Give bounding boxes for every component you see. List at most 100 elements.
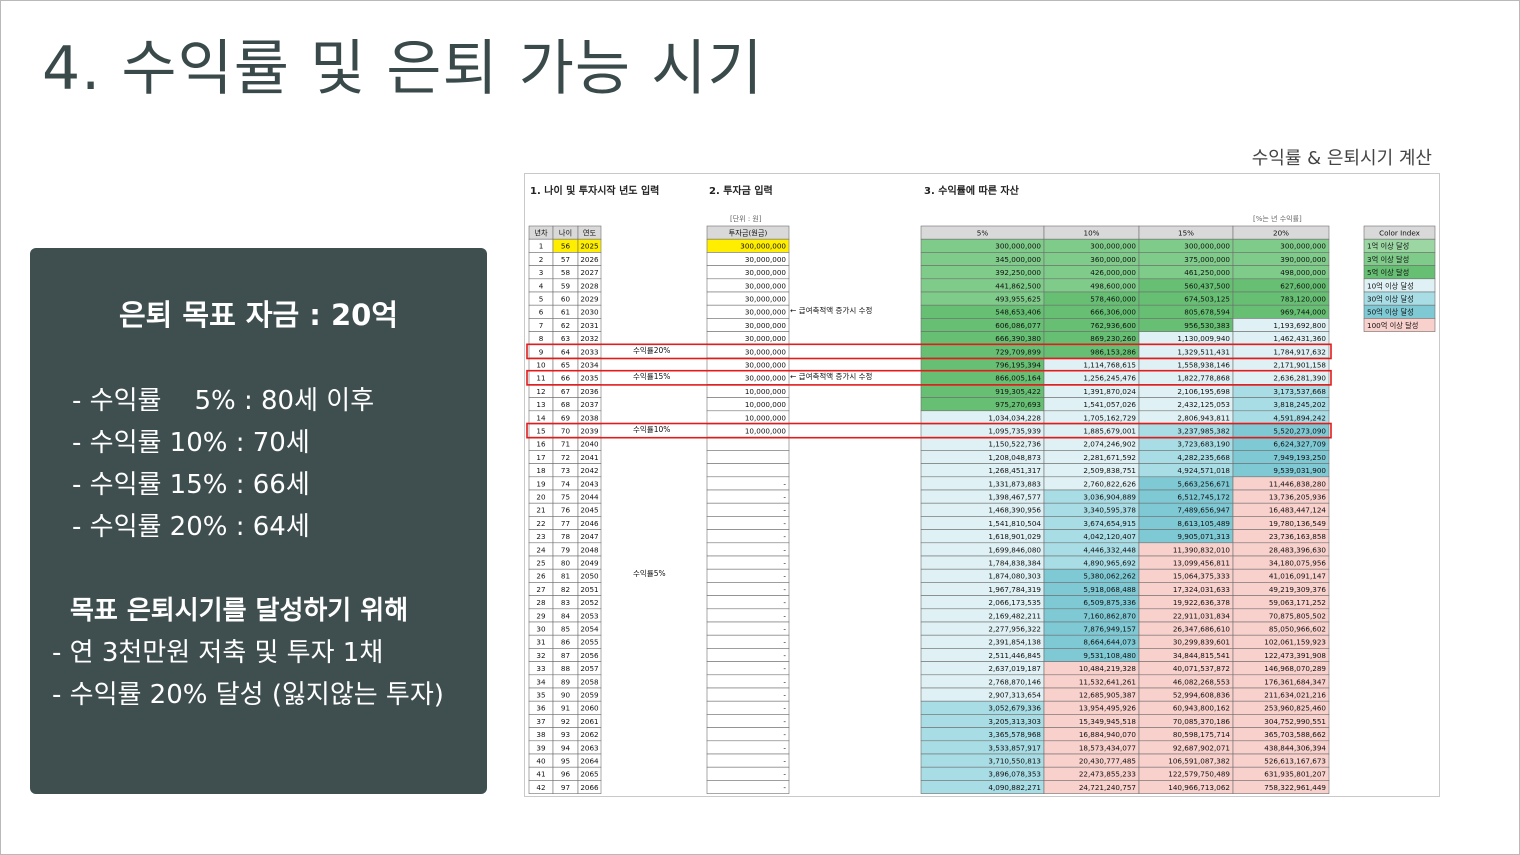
asset-text: 1,885,679,001 [1083,427,1136,436]
asset-text: 13,099,456,811 [1173,559,1230,568]
data-text: 2054 [580,625,599,634]
asset-text: 13,736,205,936 [1269,493,1327,502]
asset-text: 1,193,692,800 [1273,321,1326,330]
invest-cell [706,595,790,610]
invest-text: - [783,572,786,581]
asset-text: 438,844,306,394 [1264,743,1326,752]
data-text: 2036 [580,387,599,396]
invest-text: 30,000,000 [745,281,787,290]
asset-text: 41,016,091,147 [1269,572,1326,581]
data-text: 42 [536,783,545,792]
invest-text: - [783,783,786,792]
data-text: 63 [561,334,570,343]
asset-text: 526,613,167,673 [1264,757,1326,766]
asset-text: 3,340,595,378 [1083,506,1136,515]
asset-text: 140,966,713,062 [1168,783,1230,792]
invest-cell [706,555,790,570]
asset-text: 666,306,000 [1090,308,1136,317]
invest-text: - [783,611,786,620]
asset-text: 2,768,870,146 [988,677,1041,686]
data-text: 2 [539,255,544,264]
return-item: - 수익률 5% : 80세 이후 [72,386,375,416]
asset-text: 1,130,009,940 [1177,334,1230,343]
asset-text: 3,723,683,190 [1177,440,1230,449]
asset-text: 627,600,000 [1280,281,1326,290]
data-text: 13 [536,400,545,409]
data-text: 29 [536,611,546,620]
asset-text: 1,391,870,024 [1083,387,1136,396]
asset-text: 1,541,057,026 [1083,400,1136,409]
asset-text: 461,250,000 [1184,268,1230,277]
data-text: 2058 [580,677,599,686]
invest-cell [706,529,790,544]
invest-cell [706,463,790,478]
asset-text: 1,822,778,868 [1177,374,1230,383]
asset-text: 5,520,273,090 [1273,427,1326,436]
asset-text: 758,322,961,449 [1264,783,1326,792]
data-text: 6 [539,308,544,317]
data-text: 2055 [580,638,598,647]
data-text: 19 [536,479,546,488]
asset-text: 6,512,745,172 [1177,493,1230,502]
data-text: 5 [539,295,544,304]
highlight-row [526,369,1332,386]
data-text: 2035 [580,374,598,383]
asset-text: 59,063,171,252 [1269,598,1326,607]
asset-text: 3,365,578,968 [988,730,1041,739]
invest-text: 30,000,000 [745,374,787,383]
invest-cell [706,674,790,689]
asset-text: 345,000,000 [995,255,1041,264]
asset-text: 1,462,431,360 [1273,334,1326,343]
asset-text: 8,613,105,489 [1177,519,1230,528]
invest-cell [706,516,790,530]
data-text: 2050 [580,572,599,581]
invest-cell [706,502,790,517]
data-text: 33 [536,664,545,673]
invest-cell [706,727,790,742]
invest-text: 10,000,000 [745,387,787,396]
invest-text: - [783,691,786,700]
data-text: 92 [561,717,570,726]
legend-label: 5억 이상 달성 [1367,268,1409,277]
data-text: 35 [536,691,545,700]
data-text: 21 [536,506,545,515]
invest-text: 30,000,000 [745,361,787,370]
data-text: 64 [561,347,571,356]
asset-text: 24,721,240,757 [1079,783,1136,792]
asset-text: 26,347,686,610 [1173,625,1231,634]
spreadsheet-table: 1. 나이 및 투자시작 년도 입력 2. 투자금 입력 3. 수익률에 따른 … [524,173,1440,797]
legend-label: 30억 이상 달성 [1367,295,1414,304]
asset-text: 869,230,260 [1090,334,1136,343]
data-text: 96 [561,770,571,779]
return-item: - 수익률 15% : 66세 [72,470,310,500]
data-text: 65 [561,361,570,370]
data-text: 34 [536,677,546,686]
invest-text: 10,000,000 [745,413,787,422]
asset-text: 3,674,654,915 [1083,519,1136,528]
data-text: 2042 [580,466,598,475]
asset-text: 122,579,750,489 [1168,770,1230,779]
note-return-10: 수익률10% [633,425,671,434]
asset-text: 9,539,031,900 [1273,466,1326,475]
invest-cell [706,648,790,662]
asset-text: 365,703,588,662 [1264,730,1326,739]
invest-cell [706,687,790,702]
invest-cell [706,753,790,768]
asset-text: 392,250,000 [995,268,1041,277]
asset-text: 19,780,136,549 [1269,519,1327,528]
asset-text: 7,160,862,870 [1083,611,1136,620]
data-text: 26 [536,572,546,581]
data-text: 2052 [580,598,598,607]
data-text: 30 [536,625,546,634]
asset-text: 70,875,805,502 [1269,611,1326,620]
asset-text: 19,922,636,378 [1173,598,1231,607]
asset-text: 7,949,193,250 [1273,453,1326,462]
invest-text: - [783,717,786,726]
invest-text: - [783,651,786,660]
goal-item: - 연 3천만원 저축 및 투자 1채 [52,638,384,668]
data-text: 74 [561,479,571,488]
asset-text: 9,531,108,480 [1083,651,1136,660]
data-text: 24 [536,545,546,554]
asset-text: 1,331,873,883 [988,479,1041,488]
data-text: 82 [561,585,570,594]
